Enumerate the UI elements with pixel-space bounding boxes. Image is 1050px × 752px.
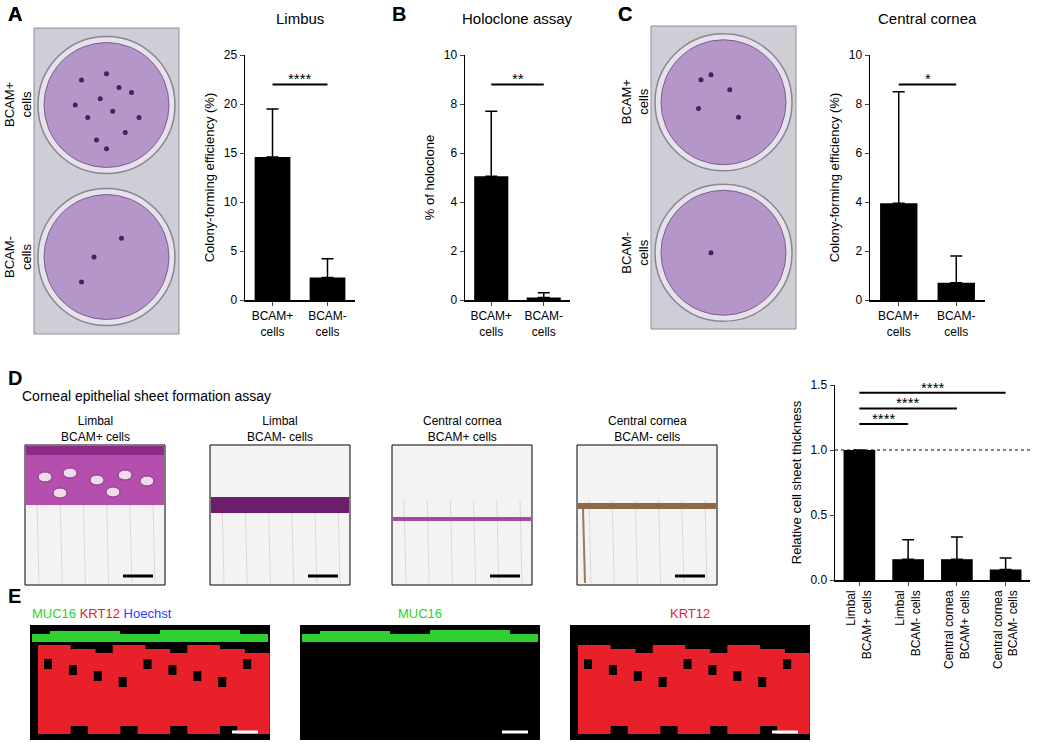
svg-text:A: A (8, 3, 22, 25)
svg-text:8: 8 (450, 97, 457, 111)
svg-text:Corneal epithelial sheet forma: Corneal epithelial sheet formation assay (22, 388, 271, 404)
svg-text:0.5: 0.5 (810, 508, 827, 522)
svg-text:Colony-forming efficiency (%): Colony-forming efficiency (%) (827, 93, 842, 263)
svg-text:BCAM+cells: BCAM+cells (878, 309, 920, 339)
svg-text:20: 20 (224, 97, 238, 111)
svg-text:C: C (618, 3, 632, 25)
svg-text:Central corneaBCAM+ cells: Central corneaBCAM+ cells (942, 590, 972, 669)
svg-text:15: 15 (224, 146, 238, 160)
svg-text:6: 6 (855, 146, 862, 160)
svg-text:2: 2 (450, 244, 457, 258)
svg-text:Relative cell sheet thickness: Relative cell sheet thickness (789, 400, 804, 564)
svg-text:C: C (618, 3, 632, 25)
svg-text:MUC16: MUC16 (398, 606, 442, 621)
svg-text:****: **** (872, 410, 896, 427)
svg-text:0: 0 (450, 293, 457, 307)
svg-text:****: **** (288, 70, 312, 87)
svg-text:4: 4 (855, 195, 862, 209)
svg-text:BCAM-cells: BCAM-cells (937, 309, 976, 339)
svg-text:% of holoclone: % of holoclone (422, 135, 437, 220)
svg-text:D: D (8, 367, 22, 389)
svg-text:10: 10 (849, 48, 863, 62)
svg-text:LimbalBCAM+ cells: LimbalBCAM+ cells (844, 590, 874, 659)
svg-text:4: 4 (450, 195, 457, 209)
svg-text:BCAM+cells: BCAM+cells (2, 82, 34, 127)
svg-text:8: 8 (855, 97, 862, 111)
svg-text:25: 25 (224, 48, 238, 62)
svg-text:6: 6 (450, 146, 457, 160)
svg-text:BCAM-cells: BCAM-cells (2, 236, 34, 278)
svg-text:1.0: 1.0 (810, 443, 827, 457)
svg-text:10: 10 (224, 195, 238, 209)
svg-text:BCAM+cells: BCAM+cells (619, 79, 651, 124)
svg-text:10: 10 (444, 48, 458, 62)
svg-text:Central corneaBCAM+ cells: Central corneaBCAM+ cells (423, 414, 502, 444)
svg-text:Central corneaBCAM- cells: Central corneaBCAM- cells (608, 414, 687, 444)
svg-text:Central cornea: Central cornea (878, 10, 977, 27)
svg-text:LimbalBCAM+ cells: LimbalBCAM+ cells (61, 414, 130, 444)
svg-text:2: 2 (855, 244, 862, 258)
svg-text:LimbalBCAM- cells: LimbalBCAM- cells (247, 414, 313, 444)
svg-text:****: **** (896, 394, 920, 411)
svg-text:E: E (8, 585, 21, 607)
svg-text:MUC16 KRT12 Hoechst: MUC16 KRT12 Hoechst (32, 606, 172, 621)
svg-text:BCAM+cells: BCAM+cells (252, 309, 294, 339)
svg-text:LimbalBCAM- cells: LimbalBCAM- cells (893, 590, 923, 656)
svg-text:0: 0 (230, 293, 237, 307)
svg-text:A: A (8, 3, 22, 25)
svg-text:B: B (392, 3, 406, 25)
svg-text:**: ** (512, 70, 524, 87)
svg-text:KRT12: KRT12 (670, 606, 710, 621)
svg-text:*: * (925, 70, 931, 87)
svg-text:1.5: 1.5 (810, 378, 827, 392)
svg-text:Central corneaBCAM- cells: Central corneaBCAM- cells (991, 590, 1021, 669)
svg-text:Colony-forming efficiency (%): Colony-forming efficiency (%) (202, 93, 217, 263)
svg-text:BCAM-cells: BCAM-cells (619, 232, 651, 274)
svg-text:Holoclone assay: Holoclone assay (462, 10, 573, 27)
svg-text:BCAM-cells: BCAM-cells (524, 309, 563, 339)
svg-text:BCAM+cells: BCAM+cells (470, 309, 512, 339)
svg-text:BCAM-cells: BCAM-cells (308, 309, 347, 339)
svg-text:0.0: 0.0 (810, 573, 827, 587)
svg-text:****: **** (921, 379, 945, 396)
svg-text:5: 5 (230, 244, 237, 258)
svg-text:0: 0 (855, 293, 862, 307)
svg-text:Limbus: Limbus (276, 10, 324, 27)
